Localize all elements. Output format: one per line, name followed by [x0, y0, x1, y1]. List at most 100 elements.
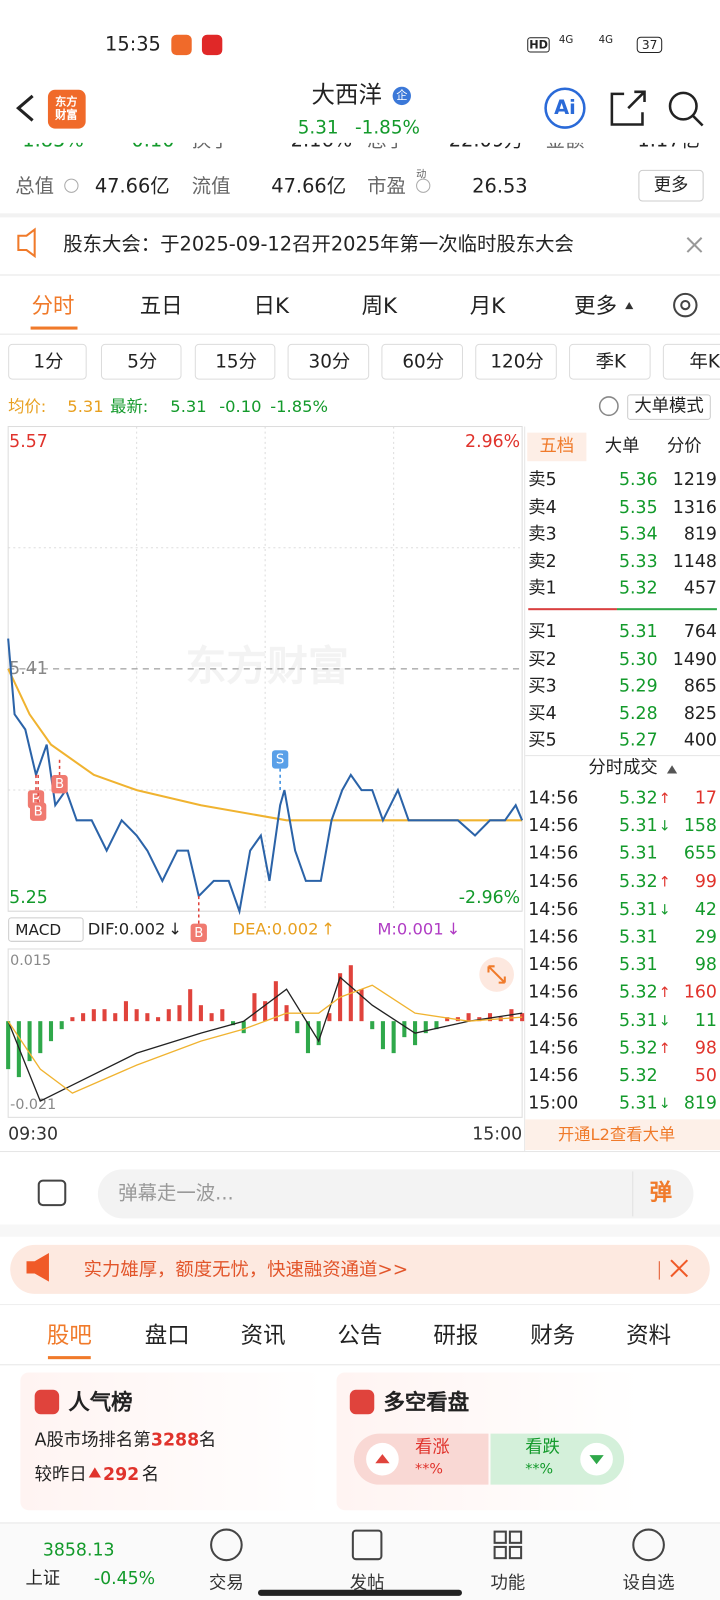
section-tab[interactable]: 研报: [433, 1323, 479, 1349]
section-tab[interactable]: 资讯: [240, 1323, 286, 1349]
comment-icon[interactable]: [37, 1179, 67, 1207]
y-tick-label: 5.25: [9, 888, 48, 908]
period-button[interactable]: 5分: [100, 343, 182, 380]
tab-underline: [30, 326, 78, 330]
comment-button[interactable]: 弹: [649, 1180, 673, 1207]
promo-banner[interactable]: [10, 1244, 710, 1294]
book-level: 买4: [528, 703, 557, 724]
trade-icon[interactable]: [210, 1528, 243, 1562]
period-button[interactable]: 1分: [8, 343, 87, 380]
notice-icon: [17, 227, 36, 259]
section-tab[interactable]: 公告: [337, 1323, 383, 1349]
chart-tab[interactable]: 月K: [469, 293, 506, 318]
share-icon[interactable]: [610, 90, 646, 126]
book-volume: 1148: [672, 551, 717, 572]
function-icon[interactable]: [493, 1530, 523, 1560]
info-icon: [64, 178, 79, 193]
latest-change: -0.10: [219, 396, 262, 417]
macd-bar: [177, 1005, 182, 1022]
macd-bar: [380, 1021, 385, 1050]
period-button[interactable]: 30分: [287, 343, 370, 380]
stat-label: 流值: [191, 174, 231, 198]
marker-box: [190, 923, 207, 942]
period-button[interactable]: 季K: [569, 343, 651, 380]
help-icon[interactable]: [598, 396, 619, 417]
macd-bar: [305, 1021, 311, 1054]
comment-input[interactable]: [97, 1169, 694, 1219]
settings-icon[interactable]: [673, 292, 698, 318]
macd-bar: [487, 1013, 493, 1022]
chart-tab[interactable]: 五日: [139, 293, 183, 318]
section-tab[interactable]: 财务: [530, 1323, 576, 1349]
ai-icon[interactable]: [544, 87, 586, 129]
x-tick-label: 09:30: [8, 1125, 58, 1145]
period-button[interactable]: 年K: [662, 343, 720, 380]
period-label: 5分: [127, 351, 158, 373]
book-level: 卖2: [528, 551, 557, 572]
search-icon[interactable]: [668, 91, 698, 121]
macd-bar: [6, 1021, 11, 1070]
macd-line: [7, 976, 523, 1103]
trade-time: 14:56: [528, 1038, 579, 1059]
trade-volume: 160: [683, 982, 717, 1003]
book-level: 卖4: [528, 496, 557, 518]
divider: [0, 1151, 720, 1153]
trades-title: 分时成交: [588, 757, 658, 779]
section-tab[interactable]: 资料: [626, 1323, 672, 1349]
chart-tab[interactable]: 更多: [574, 293, 617, 318]
post-icon[interactable]: [351, 1529, 383, 1561]
book-level: 买5: [528, 730, 557, 751]
more-button[interactable]: 更多: [638, 169, 704, 202]
back-icon[interactable]: [16, 94, 34, 122]
index-name: 上证: [25, 1568, 61, 1590]
book-tab[interactable]: 大单: [604, 436, 640, 457]
indicator-select[interactable]: MACD: [8, 917, 84, 942]
book-tab[interactable]: 分价: [666, 436, 702, 457]
macd-bar: [188, 989, 193, 1022]
book-price: 5.33: [619, 551, 658, 572]
trade-volume: 42: [694, 899, 717, 920]
macd-bar: [38, 1021, 43, 1054]
book-volume: 457: [683, 578, 717, 599]
divider: [0, 1224, 720, 1237]
marker-box: [271, 750, 289, 769]
nav-item[interactable]: 设自选: [622, 1572, 675, 1594]
book-price: 5.36: [619, 469, 658, 491]
ai-button[interactable]: Ai: [554, 96, 576, 119]
stat-value: 47.66亿: [271, 174, 347, 198]
vote-label: 看涨: [415, 1437, 450, 1458]
mode-button[interactable]: 大单模式: [627, 394, 711, 420]
book-tab[interactable]: 五档: [539, 436, 575, 457]
section-tab[interactable]: 股吧: [46, 1323, 92, 1349]
macd-bar: [230, 1021, 236, 1026]
period-button[interactable]: 60分: [381, 343, 463, 380]
chart-tab[interactable]: 日K: [253, 293, 290, 318]
marker-box: [29, 802, 47, 821]
stat: 金额: [546, 143, 585, 151]
trade-price: 5.31: [619, 954, 658, 976]
period-button[interactable]: 120分: [475, 343, 557, 380]
banner-sep: [658, 1261, 660, 1280]
stat: 1.17亿: [637, 143, 700, 151]
chart-tab[interactable]: 分时: [31, 293, 75, 318]
trade-volume: 11: [694, 1010, 717, 1031]
card[interactable]: [20, 1372, 325, 1511]
period-label: 1分: [33, 351, 64, 373]
watchlist-icon[interactable]: [632, 1528, 665, 1562]
l2-banner[interactable]: 开通L2查看大单: [525, 1119, 720, 1150]
nav-item[interactable]: 交易: [209, 1572, 244, 1594]
status-hd: HD: [527, 37, 551, 53]
comment-placeholder: 弹幕走一波...: [118, 1182, 234, 1205]
nav-item[interactable]: 发帖: [349, 1572, 385, 1594]
nav-item[interactable]: 功能: [490, 1572, 526, 1594]
section-tab[interactable]: 盘口: [144, 1323, 190, 1349]
comment-send: [632, 1171, 691, 1217]
macd-bar: [134, 1009, 139, 1022]
tab-active: [527, 432, 587, 462]
close-icon[interactable]: [670, 1259, 689, 1278]
period-button[interactable]: 15分: [194, 343, 276, 380]
macd-bar: [91, 1009, 96, 1022]
chart-tab[interactable]: 周K: [361, 293, 398, 318]
macd-bar: [123, 1001, 128, 1022]
close-icon[interactable]: [686, 237, 703, 253]
